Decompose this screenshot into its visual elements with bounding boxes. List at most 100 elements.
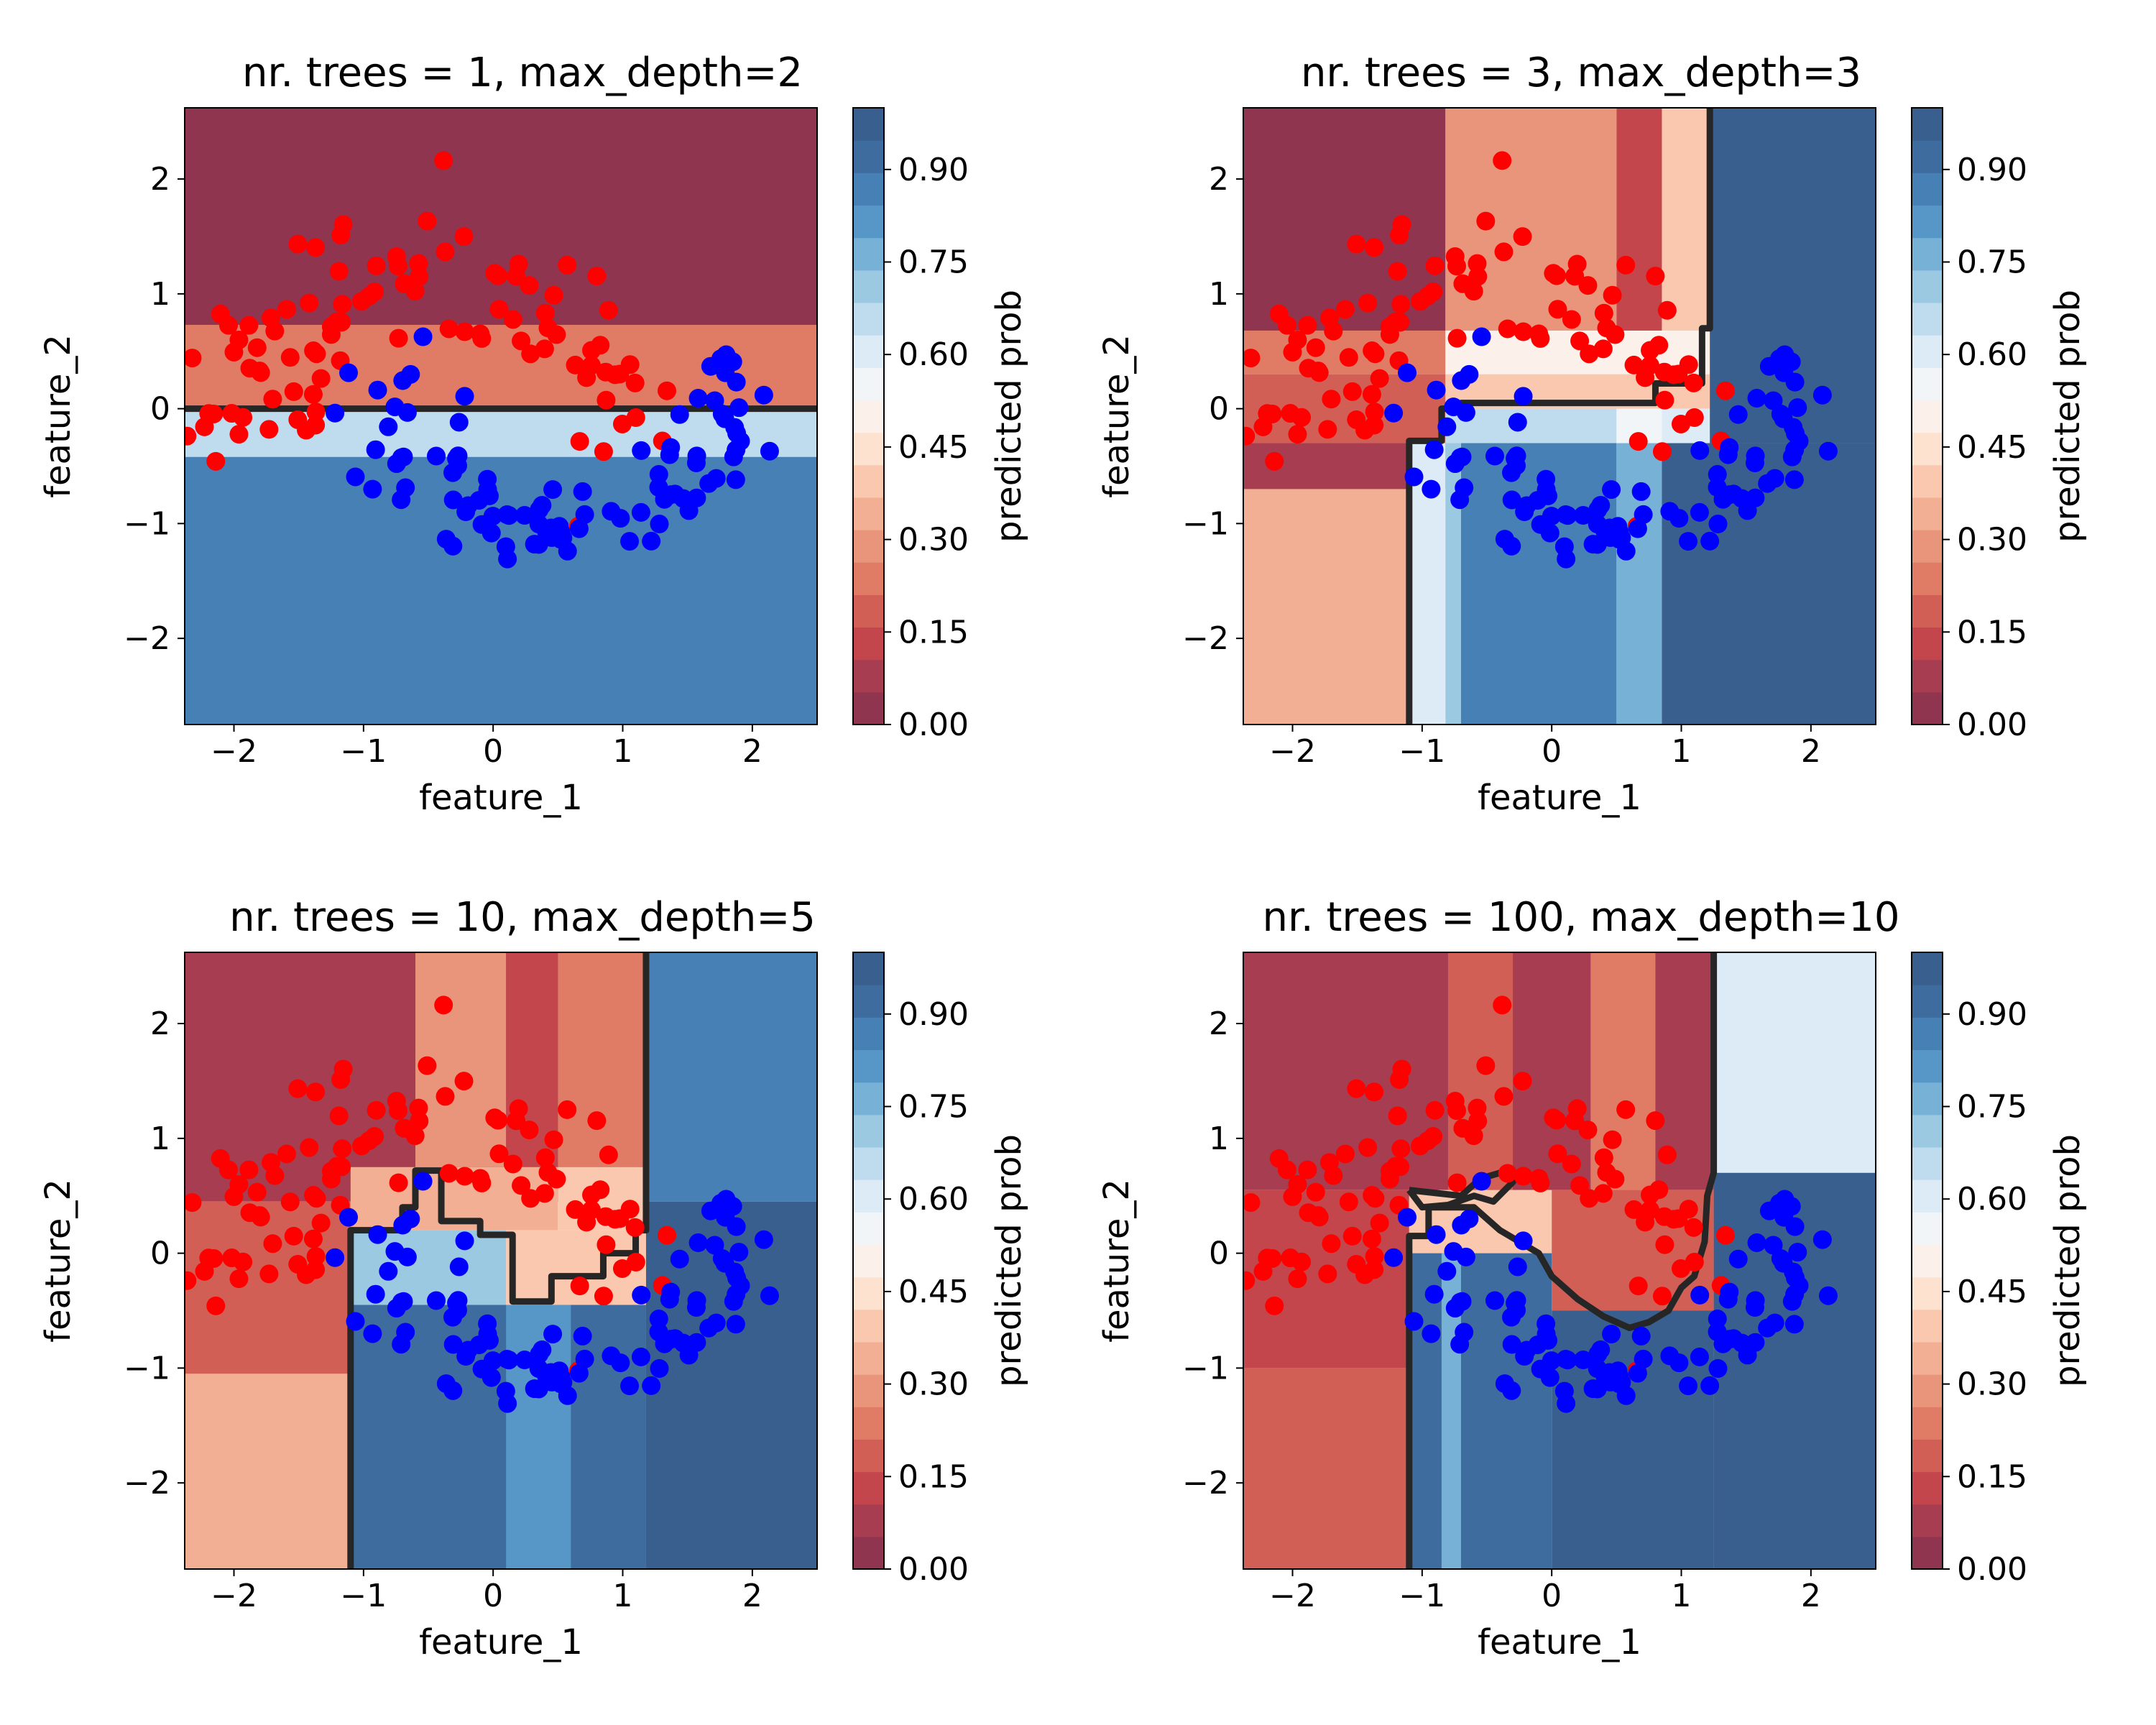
class-0-point bbox=[1468, 1098, 1487, 1118]
probability-region bbox=[1713, 1172, 1876, 1569]
class-0-point bbox=[284, 382, 303, 401]
class-1-point bbox=[688, 1233, 708, 1253]
colorbar-band bbox=[853, 335, 884, 368]
y-tick-label: 2 bbox=[1209, 1006, 1229, 1042]
class-0-point bbox=[224, 1187, 244, 1206]
class-0-point bbox=[1646, 1111, 1665, 1131]
class-1-point bbox=[1812, 385, 1832, 405]
colorbar-band bbox=[853, 302, 884, 336]
colorbar-band bbox=[1912, 952, 1943, 985]
class-1-point bbox=[1502, 536, 1521, 556]
class-0-point bbox=[239, 316, 259, 335]
class-1-point bbox=[1634, 505, 1653, 524]
colorbar: 0.00 0.15 0.30 0.45 0.60 0.75 0.90 predicted pr… bbox=[1911, 107, 2088, 743]
class-0-point bbox=[1320, 1153, 1340, 1172]
class-1-point bbox=[1437, 417, 1457, 436]
y-tick-label: 0 bbox=[150, 391, 170, 428]
class-0-point bbox=[247, 338, 267, 357]
class-1-point bbox=[1422, 1324, 1441, 1343]
class-0-point bbox=[1358, 1138, 1378, 1157]
class-1-point bbox=[1472, 327, 1491, 346]
class-1-point bbox=[459, 1340, 478, 1360]
class-0-point bbox=[250, 1206, 270, 1225]
x-tick-label: −2 bbox=[211, 1578, 257, 1614]
class-1-point bbox=[1720, 1282, 1739, 1302]
class-0-point bbox=[1288, 1269, 1307, 1289]
class-1-point bbox=[687, 1291, 706, 1310]
colorbar-band bbox=[853, 108, 884, 141]
class-1-point bbox=[448, 456, 468, 475]
colorbar-band bbox=[853, 270, 884, 303]
class-1-point bbox=[727, 440, 746, 459]
y-tick-label: −2 bbox=[1182, 1465, 1229, 1501]
x-tick-label: −1 bbox=[340, 733, 387, 770]
class-1-point bbox=[1634, 1349, 1653, 1368]
class-0-point bbox=[472, 1173, 492, 1192]
class-0-point bbox=[333, 1059, 353, 1079]
class-1-point bbox=[1774, 409, 1793, 428]
class-1-point bbox=[1502, 1381, 1521, 1400]
panel-title: nr. trees = 1, max_depth=2 bbox=[242, 50, 803, 96]
colorbar: 0.00 0.15 0.30 0.45 0.60 0.75 0.90 predicted pr… bbox=[1911, 952, 2088, 1588]
class-0-point bbox=[280, 348, 300, 367]
class-0-point bbox=[566, 1200, 585, 1219]
class-0-point bbox=[596, 362, 615, 382]
class-1-point bbox=[575, 1349, 594, 1368]
colorbar-band bbox=[853, 530, 884, 563]
class-0-point bbox=[1335, 1144, 1355, 1164]
class-1-point bbox=[543, 1325, 563, 1344]
class-0-point bbox=[566, 355, 585, 374]
class-0-point bbox=[538, 318, 558, 338]
class-0-point bbox=[1654, 1207, 1674, 1226]
class-1-point bbox=[1600, 518, 1619, 538]
class-1-point bbox=[729, 398, 749, 418]
class-0-point bbox=[520, 276, 539, 295]
class-0-point bbox=[418, 1056, 437, 1075]
class-1-point bbox=[754, 1230, 773, 1249]
class-0-point bbox=[1425, 256, 1445, 275]
class-1-point bbox=[443, 536, 463, 556]
class-0-point bbox=[512, 331, 531, 351]
class-1-point bbox=[515, 506, 534, 525]
class-0-point bbox=[1243, 426, 1256, 446]
class-1-point bbox=[1452, 371, 1471, 390]
colorbar-band bbox=[853, 1374, 884, 1407]
class-0-point bbox=[1224, 1279, 1243, 1297]
class-0-point bbox=[1547, 266, 1566, 285]
class-0-point bbox=[520, 1121, 539, 1140]
class-0-point bbox=[222, 404, 241, 423]
class-0-point bbox=[488, 266, 507, 285]
x-tick-label: −2 bbox=[211, 733, 257, 770]
class-0-point bbox=[280, 1192, 300, 1212]
class-0-point bbox=[455, 322, 474, 341]
class-1-point bbox=[1708, 515, 1728, 534]
class-0-point bbox=[1283, 342, 1302, 362]
class-0-point bbox=[211, 304, 230, 323]
class-0-point bbox=[594, 1287, 613, 1306]
colorbar-band bbox=[1912, 1504, 1943, 1537]
colorbar-band bbox=[853, 172, 884, 206]
x-tick-label: −1 bbox=[340, 1578, 387, 1614]
class-0-point bbox=[1684, 1218, 1703, 1237]
class-0-point bbox=[262, 308, 281, 328]
class-0-point bbox=[626, 408, 645, 427]
colorbar-band bbox=[853, 1439, 884, 1473]
colorbar-band bbox=[853, 237, 884, 271]
class-0-point bbox=[1654, 362, 1674, 382]
y-tick-label: 0 bbox=[1209, 391, 1229, 428]
class-1-point bbox=[1770, 1194, 1789, 1213]
class-0-point bbox=[1265, 1296, 1284, 1315]
class-0-point bbox=[1655, 1235, 1674, 1254]
class-0-point bbox=[558, 1100, 577, 1119]
class-0-point bbox=[1603, 1130, 1622, 1149]
class-1-point bbox=[1785, 1284, 1805, 1304]
colorbar-band bbox=[1912, 140, 1943, 173]
class-0-point bbox=[436, 242, 455, 262]
class-0-point bbox=[333, 215, 353, 234]
colorbar-tick-label: 0.15 bbox=[898, 614, 969, 650]
class-1-point bbox=[541, 518, 561, 538]
class-0-point bbox=[1594, 1148, 1613, 1167]
class-0-point bbox=[570, 1276, 589, 1296]
class-0-point bbox=[1391, 295, 1411, 314]
plot-area bbox=[1224, 952, 1876, 1569]
